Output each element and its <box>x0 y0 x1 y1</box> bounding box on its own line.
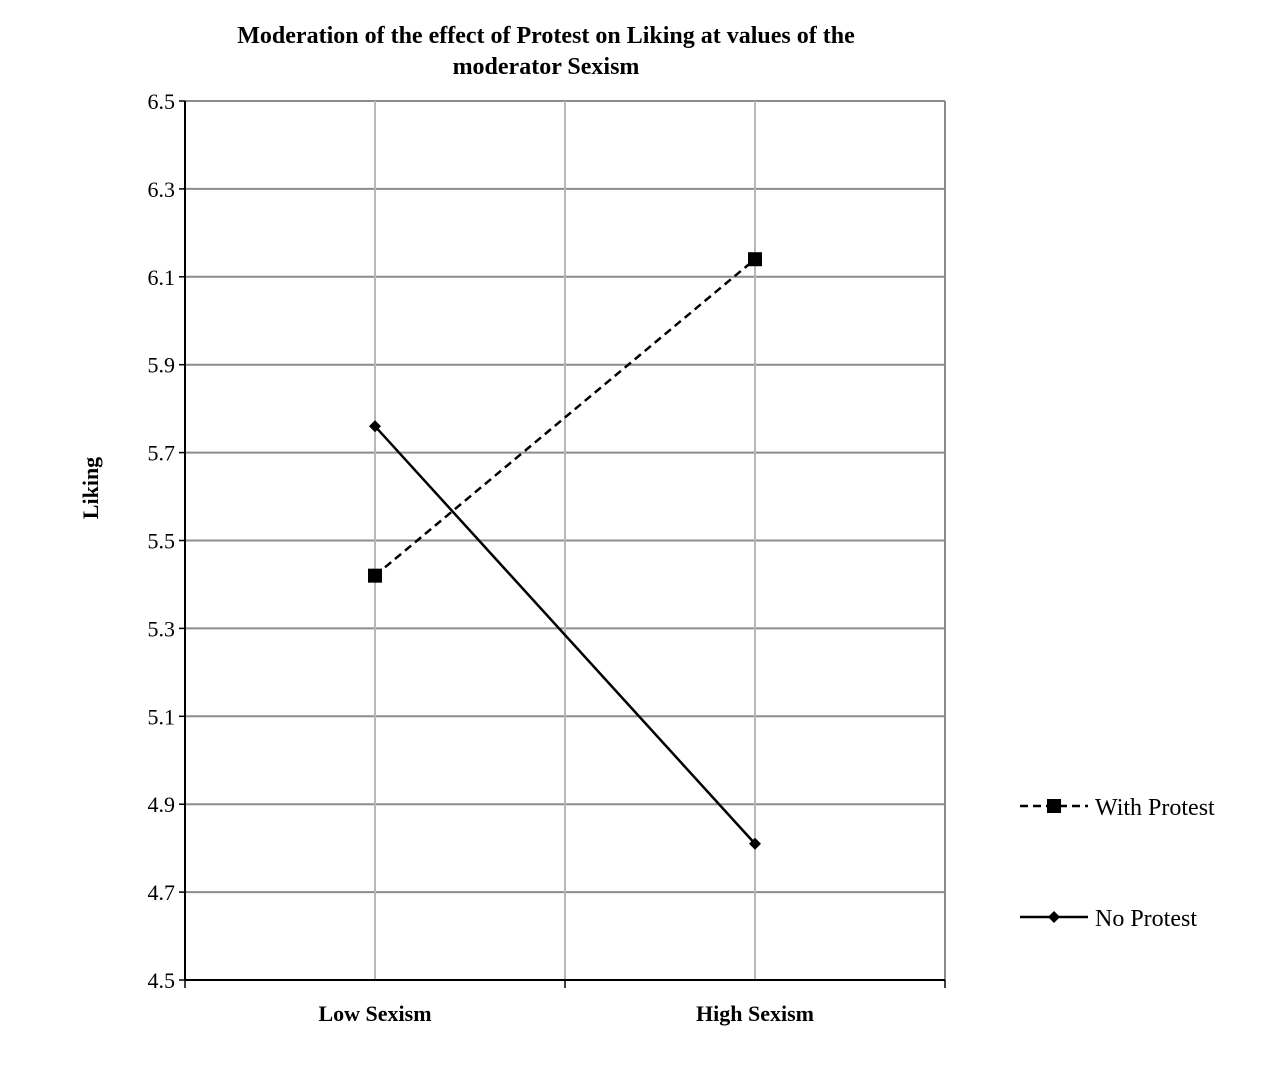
legend-label: No Protest <box>1095 906 1197 932</box>
data-point <box>749 837 761 850</box>
chart-title-line-2: moderator Sexism <box>453 54 640 80</box>
y-tick-label: 6.5 <box>148 89 176 114</box>
y-tick-label: 5.1 <box>148 704 176 729</box>
chart-title-line-1: Moderation of the effect of Protest on L… <box>237 23 855 49</box>
y-axis-label: Liking <box>78 457 103 519</box>
data-point <box>369 420 381 433</box>
x-category-label: Low Sexism <box>318 1001 431 1026</box>
y-tick-label: 5.5 <box>148 529 176 554</box>
y-tick-label: 5.3 <box>148 616 176 641</box>
axes: 4.5 4.7 4.9 5.1 5.3 5.5 5.7 5.9 6.1 6.3 6.5 Low Sex… <box>148 89 946 1026</box>
series-line-no-protest <box>374 425 756 845</box>
y-tick-label: 5.9 <box>148 353 176 378</box>
legend: With Protest No Protest <box>1020 795 1215 932</box>
y-tick-label: 6.1 <box>148 265 176 290</box>
y-tick-label: 4.9 <box>148 792 176 817</box>
legend-label: With Protest <box>1095 795 1215 821</box>
y-tick-label: 4.7 <box>148 880 176 905</box>
y-tick-label: 4.5 <box>148 968 176 993</box>
legend-marker <box>1048 911 1060 923</box>
x-category-label: High Sexism <box>696 1001 814 1026</box>
series-line-with-protest <box>374 258 756 577</box>
legend-marker <box>1047 799 1061 813</box>
y-tick-label: 5.7 <box>148 441 176 466</box>
grid <box>185 100 945 981</box>
y-tick-label: 6.3 <box>148 177 176 202</box>
series-group <box>368 252 762 850</box>
data-point <box>748 252 762 267</box>
data-point <box>368 568 382 583</box>
